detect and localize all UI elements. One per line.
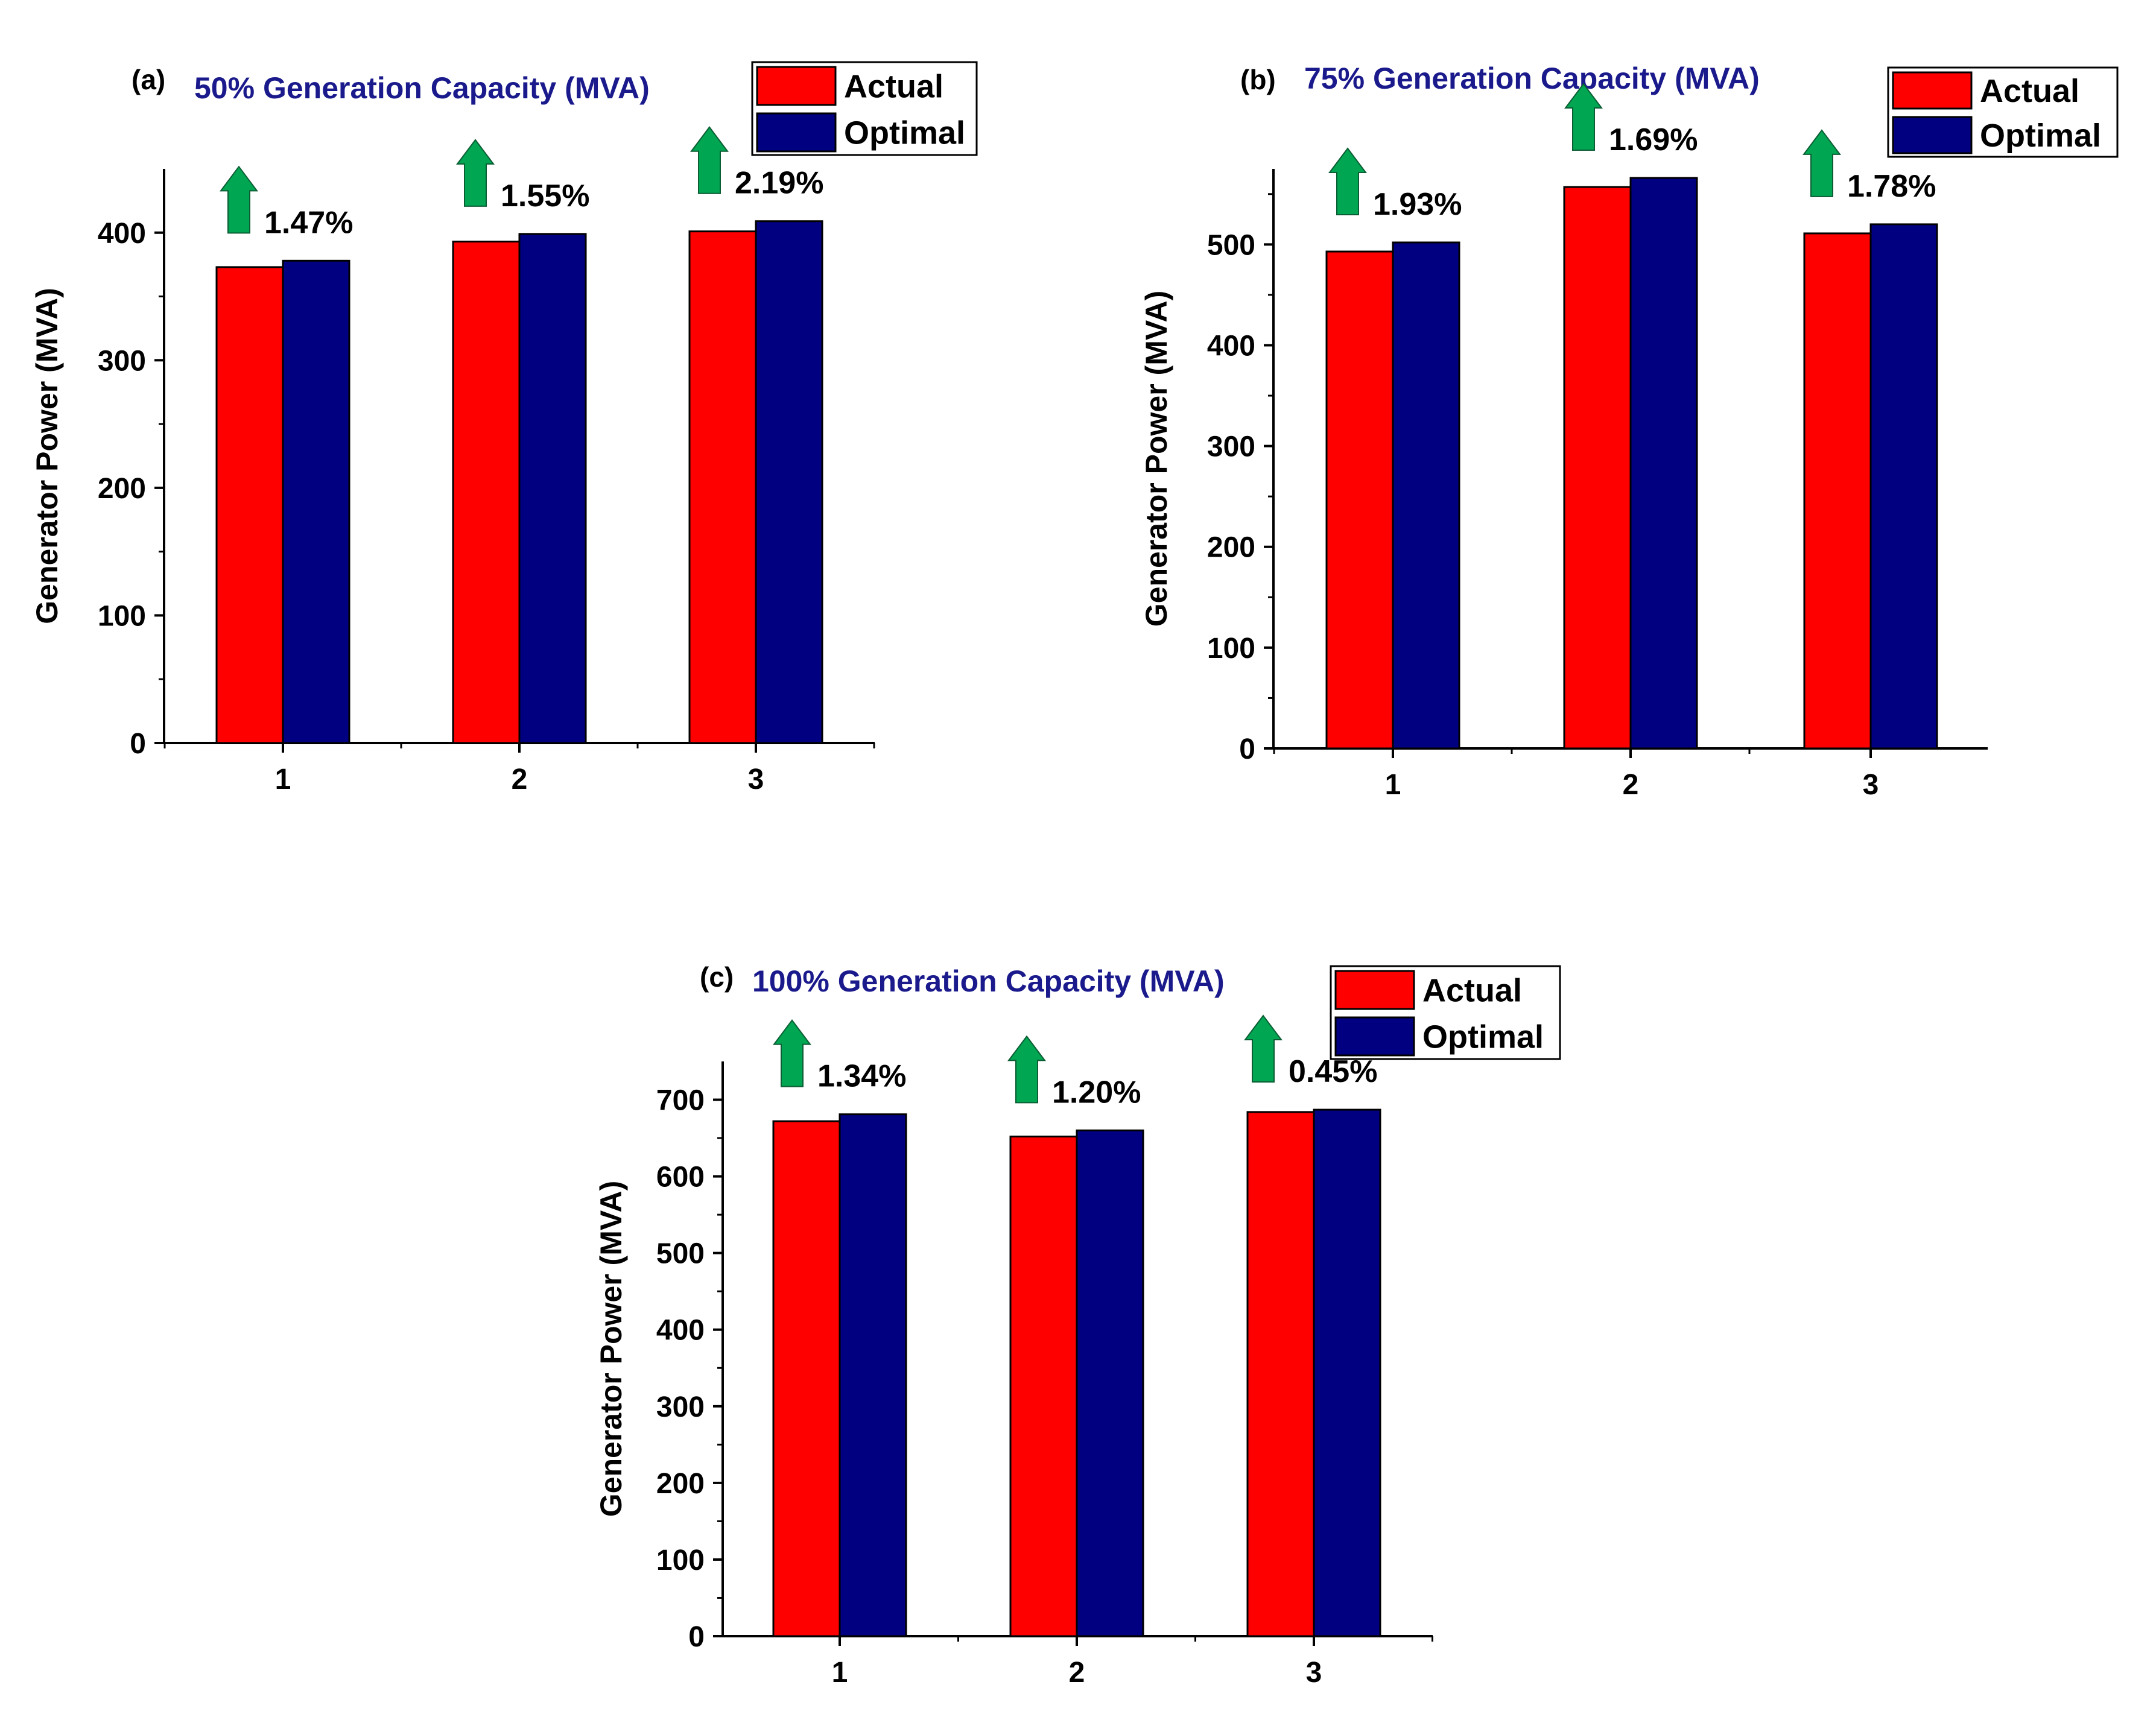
actual-bar — [452, 241, 521, 744]
x-tick-label: 2 — [1069, 1657, 1085, 1689]
actual-bar — [1009, 1136, 1078, 1637]
legend-label-optimal: Optimal — [844, 115, 965, 151]
y-tick-label: 0 — [688, 1621, 705, 1653]
y-tick-label: 400 — [98, 218, 146, 250]
panel-label: (b) — [1240, 64, 1276, 95]
optimal-bar — [1392, 241, 1460, 750]
legend-label-optimal: Optimal — [1422, 1019, 1544, 1055]
y-axis-label: Generator Power (MVA) — [30, 288, 64, 624]
actual-bar — [1246, 1111, 1315, 1637]
y-tick-label: 300 — [98, 345, 146, 377]
panel-label: (a) — [132, 64, 165, 95]
legend-label-actual: Actual — [1980, 73, 2079, 109]
y-tick-label: 500 — [1207, 229, 1255, 261]
y-tick-label: 400 — [656, 1315, 705, 1347]
x-tick-label: 1 — [275, 764, 291, 795]
y-tick-label: 300 — [1207, 431, 1255, 463]
x-tick-label: 1 — [1385, 769, 1401, 801]
x-tick-label: 3 — [1306, 1657, 1322, 1689]
panel-label: (c) — [700, 961, 734, 993]
chart-panel-1: (a) 50% Generation Capacity (MVA) Generato… — [30, 61, 978, 795]
legend-swatch-actual — [1334, 970, 1415, 1010]
up-arrow-icon — [1328, 147, 1367, 216]
up-arrow-icon — [773, 1019, 811, 1087]
up-arrow-icon — [1244, 1014, 1283, 1083]
legend-label-actual: Actual — [1422, 973, 1522, 1009]
y-tick-label: 600 — [656, 1162, 705, 1194]
legend-swatch-actual — [1892, 71, 1973, 110]
x-tick-label: 2 — [1623, 769, 1639, 801]
y-tick-label: 300 — [656, 1391, 705, 1423]
legend-label-actual: Actual — [844, 69, 943, 105]
chart-title: 100% Generation Capacity (MVA) — [752, 964, 1225, 998]
optimal-bar — [518, 233, 587, 744]
chart-title: 50% Generation Capacity (MVA) — [194, 71, 650, 105]
legend-label-optimal: Optimal — [1980, 118, 2101, 154]
up-arrow-icon — [1802, 129, 1841, 197]
legend-swatch-actual — [756, 66, 837, 106]
percent-increase-label: 1.47% — [264, 205, 353, 240]
y-tick-label: 700 — [656, 1085, 705, 1117]
optimal-bar — [1629, 177, 1698, 750]
y-tick-label: 400 — [1207, 330, 1255, 362]
y-tick-label: 100 — [98, 600, 146, 632]
percent-increase-label: 1.34% — [817, 1059, 906, 1094]
actual-bar — [1325, 250, 1394, 750]
y-tick-label: 0 — [1239, 733, 1255, 765]
chart-panel-3: (c) 100% Generation Capacity (MVA) Generat… — [594, 961, 1561, 1689]
up-arrow-icon — [690, 126, 729, 194]
percent-increase-label: 1.55% — [501, 179, 589, 213]
legend-swatch-optimal — [1892, 116, 1973, 154]
optimal-bar — [1076, 1129, 1144, 1637]
y-tick-label: 500 — [656, 1238, 705, 1270]
percent-increase-label: 1.93% — [1373, 187, 1462, 222]
actual-bar — [772, 1120, 841, 1637]
legend: Actual Optimal — [1887, 66, 2119, 158]
optimal-bar — [755, 220, 823, 744]
percent-increase-label: 1.78% — [1847, 169, 1936, 204]
optimal-bar — [1313, 1108, 1381, 1637]
legend-swatch-optimal — [756, 112, 837, 153]
y-tick-label: 200 — [656, 1468, 705, 1500]
optimal-bar — [839, 1113, 907, 1637]
actual-bar — [215, 266, 284, 744]
y-axis-label: Generator Power (MVA) — [594, 1181, 628, 1517]
y-tick-label: 200 — [98, 473, 146, 505]
actual-bar — [1563, 186, 1632, 750]
up-arrow-icon — [220, 165, 258, 234]
up-arrow-icon — [1007, 1035, 1046, 1104]
optimal-bar — [282, 259, 350, 744]
y-tick-label: 0 — [130, 728, 146, 760]
percent-increase-label: 2.19% — [735, 166, 823, 201]
x-tick-label: 3 — [748, 764, 764, 795]
actual-bar — [1803, 232, 1872, 750]
optimal-bar — [1869, 223, 1938, 750]
chart-panel-2: (b) 75% Generation Capacity (MVA) Generato… — [1140, 62, 2119, 801]
actual-bar — [688, 230, 757, 744]
x-tick-label: 3 — [1863, 769, 1879, 801]
legend: Actual Optimal — [751, 61, 978, 156]
percent-increase-label: 1.20% — [1052, 1075, 1141, 1110]
percent-increase-label: 1.69% — [1609, 122, 1698, 157]
x-tick-label: 1 — [832, 1657, 848, 1689]
percent-increase-label: 0.45% — [1289, 1054, 1377, 1089]
y-tick-label: 100 — [1207, 633, 1255, 665]
up-arrow-icon — [1564, 83, 1603, 151]
legend: Actual Optimal — [1330, 965, 1561, 1060]
legend-swatch-optimal — [1334, 1016, 1415, 1057]
y-tick-label: 200 — [1207, 532, 1255, 564]
up-arrow-icon — [456, 139, 495, 207]
x-tick-label: 2 — [512, 764, 528, 795]
chart-title: 75% Generation Capacity (MVA) — [1304, 62, 1760, 95]
y-axis-label: Generator Power (MVA) — [1140, 291, 1173, 627]
y-tick-label: 100 — [656, 1545, 705, 1576]
